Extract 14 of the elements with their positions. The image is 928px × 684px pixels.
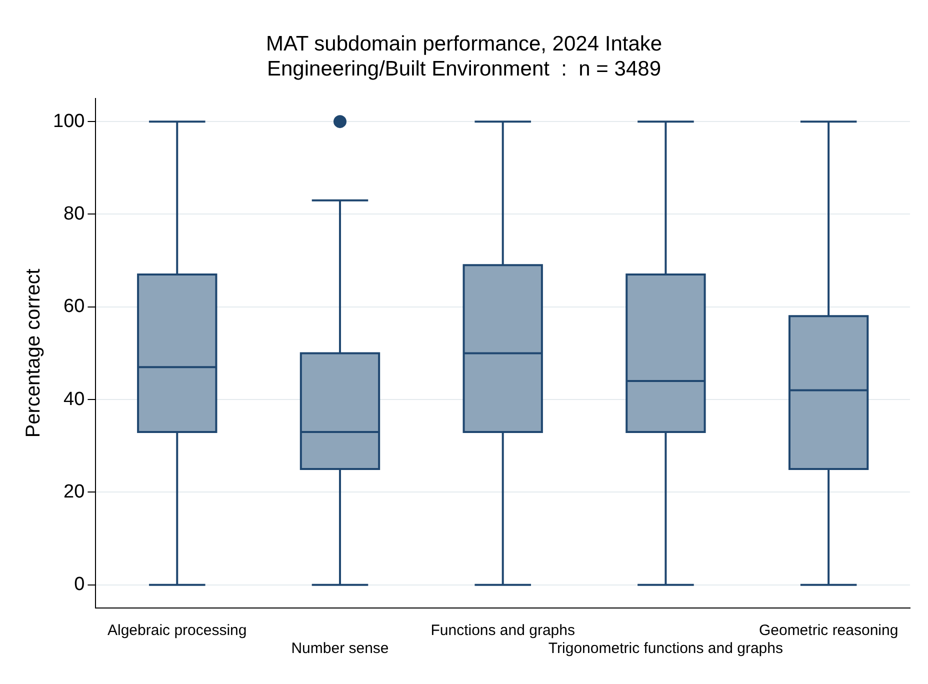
y-axis-title: Percentage correct	[22, 268, 45, 438]
y-tick-label: 20	[64, 481, 85, 502]
y-tick-label: 100	[53, 110, 85, 132]
x-tick-label: Geometric reasoning	[758, 622, 898, 640]
x-tick-label: Algebraic processing	[108, 622, 247, 640]
chart-subtitle: Engineering/Built Environment : n = 3489	[267, 58, 661, 81]
x-tick-label: Trigonometric functions and graphs	[548, 640, 783, 658]
chart-title: MAT subdomain performance, 2024 Intake	[266, 32, 662, 56]
x-tick-label: Functions and graphs	[430, 622, 575, 640]
y-tick-label: 0	[74, 574, 85, 596]
y-tick-label: 80	[64, 203, 85, 224]
y-tick-label: 40	[64, 388, 85, 410]
x-tick-label: Number sense	[291, 640, 389, 658]
y-tick-label: 60	[64, 296, 85, 318]
